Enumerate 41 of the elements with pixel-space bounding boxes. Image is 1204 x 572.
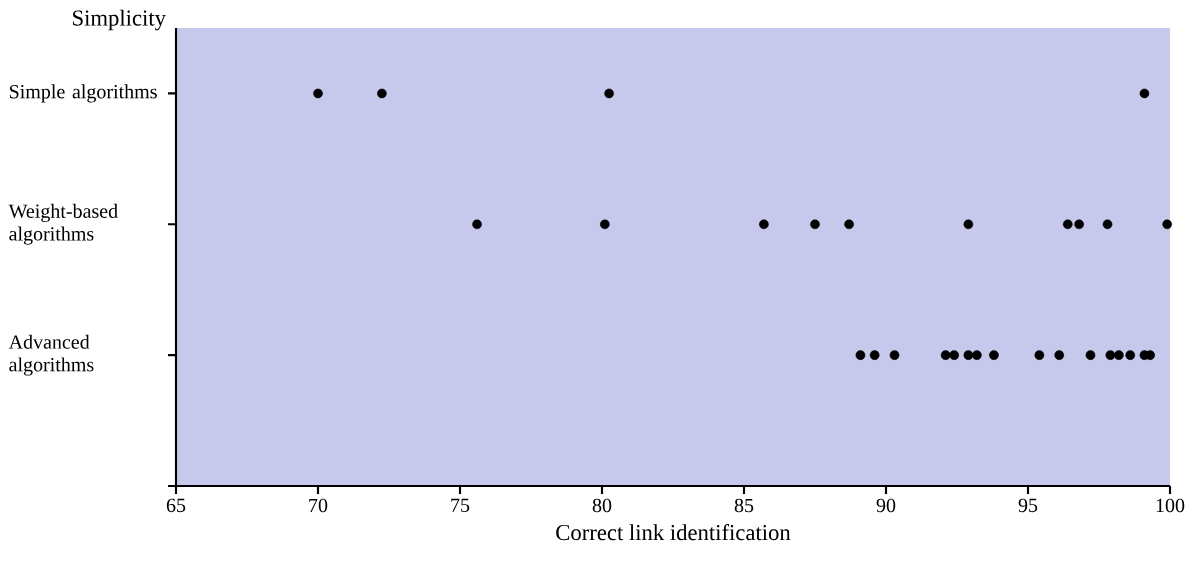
point [1102,219,1113,230]
point [1105,350,1116,360]
y-tick-label: Advanced algorithms [8,334,94,376]
point [313,88,323,99]
x-tick-label: 100 [1156,498,1185,513]
point [600,219,610,230]
point [844,219,854,230]
point [1074,219,1084,230]
point [810,219,820,230]
point [940,350,951,360]
point [963,219,974,230]
x-tick-label: 75 [451,498,470,512]
x-axis-title: Correct link identification [556,524,791,541]
point [377,88,387,99]
x-tick-label: 85 [734,498,754,513]
x-tick-label: 95 [1018,498,1038,513]
point [1162,219,1172,230]
point [472,219,482,230]
point [949,350,959,360]
x-tick-label: 90 [876,498,896,513]
point [1062,219,1073,230]
point [1034,350,1045,360]
y-tick-label: Weight-based algorithms [8,203,118,245]
point [869,350,880,360]
point [855,350,866,360]
point [989,350,999,360]
point [889,350,900,360]
point [1085,350,1096,360]
x-tick-label: 80 [592,498,612,513]
point [604,88,614,99]
x-tick-label: 65 [166,498,186,513]
point [972,350,982,360]
point [759,219,769,230]
x-tick-label: 70 [309,498,328,513]
point [1114,350,1124,360]
y-axis-title: Simplicity [73,9,166,31]
point [963,350,974,360]
point [1054,350,1065,360]
y-tick-label: Simple algorithms [9,84,157,103]
point [1125,350,1136,360]
point [1139,88,1150,99]
